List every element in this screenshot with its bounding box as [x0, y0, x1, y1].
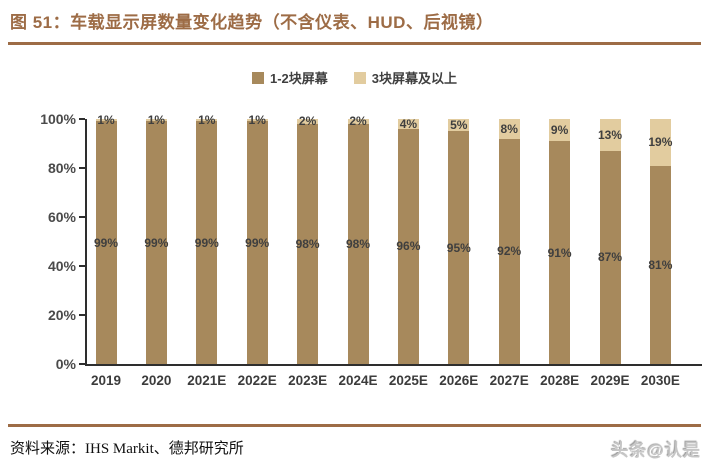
bar-segment-3plus-screens	[145, 119, 167, 122]
bar-value-label-light: 1%	[147, 113, 166, 128]
x-tick-label: 2021E	[187, 373, 227, 388]
y-tick-label: 0%	[55, 356, 76, 372]
title-divider	[8, 42, 701, 45]
x-tick-label: 2025E	[388, 373, 428, 388]
bar-segment-1-2-screens	[95, 121, 117, 364]
figure-title: 图 51：车载显示屏数量变化趋势（不含仪表、HUD、后视镜）	[10, 13, 494, 32]
bar-value-label-light: 19%	[648, 135, 673, 150]
bar-segment-3plus-screens	[347, 119, 369, 124]
bar-value-label-dark: 95%	[446, 240, 471, 255]
y-tick-mark	[79, 216, 85, 218]
bar-segment-1-2-screens	[397, 128, 419, 364]
bar-value-label-light: 13%	[597, 127, 623, 142]
legend-label-3plus-screens: 3块屏幕及以上	[371, 71, 458, 86]
x-tick-label: 2027E	[489, 373, 529, 388]
bar-segment-1-2-screens	[549, 141, 571, 364]
bar-value-label-light: 5%	[450, 118, 468, 133]
x-tick-label: 2029E	[590, 373, 630, 388]
bar-segment-3plus-screens	[95, 119, 117, 122]
bar-segment-3plus-screens	[246, 119, 268, 122]
source-note: 资料来源：IHS Markit、德邦研究所	[10, 441, 244, 457]
bar-segment-3plus-screens	[498, 119, 520, 139]
chart-legend: 1-2块屏幕 3块屏幕及以上	[0, 68, 709, 87]
footer-divider	[8, 424, 701, 427]
bar-value-label-light: 4%	[399, 116, 418, 131]
bar-segment-3plus-screens	[397, 119, 419, 129]
bar-value-label-dark: 98%	[295, 236, 320, 251]
plot-area: 99% 1% 99% 1% 99% 1% 99% 1% 98% 2% 98% 2% 96% 4% 95% 5%…	[85, 113, 702, 366]
y-tick-mark	[79, 363, 85, 365]
x-tick-label: 2022E	[237, 373, 277, 388]
bar-value-label-light: 1%	[97, 113, 115, 128]
bar-segment-1-2-screens	[347, 123, 369, 364]
bar-value-label-dark: 99%	[93, 235, 119, 250]
legend-swatch-light	[353, 71, 366, 84]
y-tick-label: 80%	[47, 160, 76, 176]
bar-segment-3plus-screens	[549, 119, 571, 142]
bar-value-label-dark: 99%	[245, 235, 270, 250]
bar-segment-3plus-screens	[297, 119, 319, 124]
bar-value-label-light: 8%	[500, 121, 518, 136]
x-tick-label: 2030E	[640, 373, 680, 388]
x-tick-label: 2023E	[288, 373, 328, 388]
bar-value-label-dark: 87%	[597, 250, 623, 265]
bar-segment-3plus-screens	[448, 119, 470, 132]
bar-value-label-dark: 98%	[345, 236, 371, 251]
bar-value-label-dark: 81%	[648, 257, 673, 272]
bar-segment-1-2-screens	[145, 121, 167, 364]
bar-segment-1-2-screens	[498, 138, 520, 364]
bar-segment-1-2-screens	[448, 131, 470, 364]
bar-segment-3plus-screens	[649, 119, 671, 166]
y-tick-label: 20%	[47, 307, 76, 323]
bar-segment-1-2-screens	[297, 123, 319, 364]
x-tick-label: 2026E	[439, 373, 479, 388]
y-tick-mark	[79, 265, 85, 267]
legend-swatch-dark	[251, 71, 264, 84]
bar-segment-1-2-screens	[246, 121, 268, 364]
bar-segment-1-2-screens	[196, 121, 218, 364]
bar-value-label-dark: 92%	[497, 244, 522, 259]
x-tick-label: 2019	[90, 373, 122, 388]
bar-value-label-dark: 99%	[144, 235, 169, 250]
x-tick-label: 2020	[141, 373, 172, 388]
bar-segment-3plus-screens	[599, 119, 621, 151]
bar-value-label-light: 1%	[248, 113, 266, 128]
bar-segment-1-2-screens	[649, 165, 671, 364]
y-tick-mark	[79, 167, 85, 169]
bar-value-label-light: 9%	[550, 123, 569, 138]
bar-segment-3plus-screens	[196, 119, 218, 122]
bar-value-label-light: 2%	[298, 114, 317, 129]
x-tick-label: 2024E	[338, 373, 378, 388]
legend-label-1-2-screens: 1-2块屏幕	[269, 71, 328, 86]
x-tick-label: 2028E	[540, 373, 580, 388]
bar-value-label-light: 2%	[349, 114, 367, 129]
bar-value-label-dark: 99%	[194, 235, 219, 250]
y-tick-label: 60%	[47, 209, 76, 225]
bar-value-label-dark: 91%	[547, 245, 572, 260]
watermark: 头条@认是	[611, 441, 701, 460]
legend-item-1-2-screens: 1-2块屏幕	[251, 68, 328, 87]
bar-value-label-dark: 96%	[396, 239, 421, 254]
legend-item-3plus-screens: 3块屏幕及以上	[353, 68, 458, 87]
y-tick-label: 40%	[47, 258, 76, 274]
bar-value-label-light: 1%	[198, 113, 216, 128]
bar-segment-1-2-screens	[599, 150, 621, 364]
y-tick-label: 100%	[40, 111, 76, 127]
y-tick-mark	[79, 118, 85, 120]
y-tick-mark	[79, 314, 85, 316]
